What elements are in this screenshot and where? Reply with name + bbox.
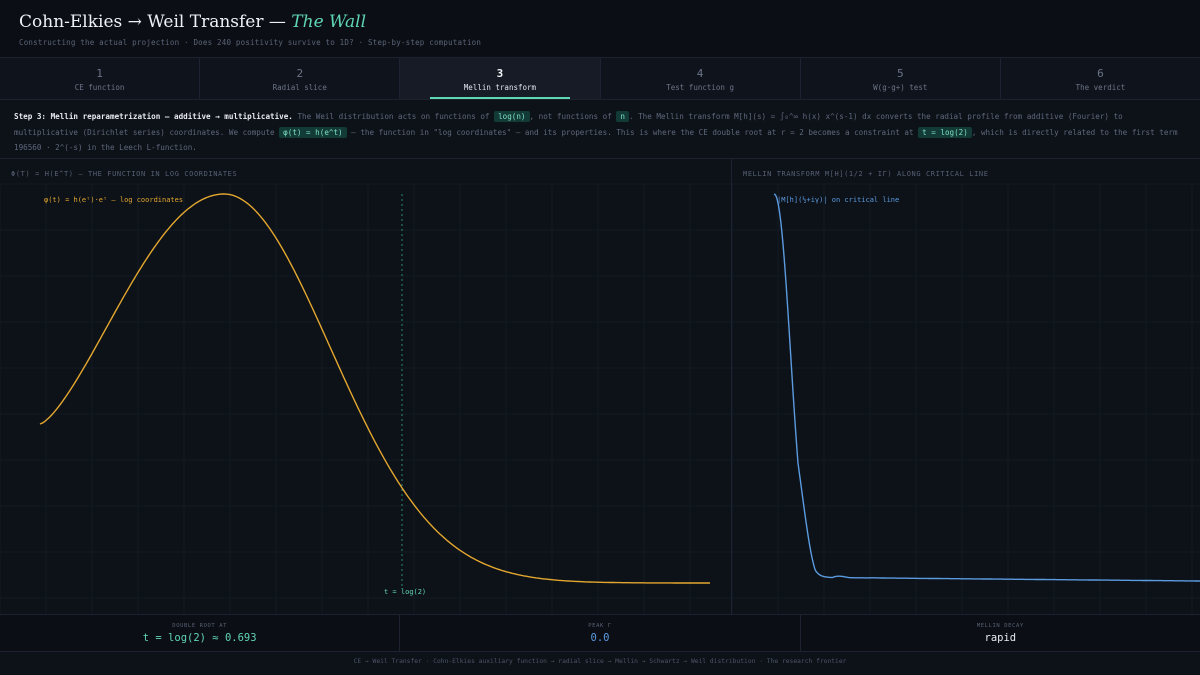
desc-text: . The Mellin transform M[h](s) = ∫₀^∞ h(… xyxy=(14,112,1123,137)
tab-label: CE function xyxy=(74,83,125,92)
title-accent: The Wall xyxy=(291,12,367,32)
stat-value: t = log(2) ≈ 0.693 xyxy=(142,632,257,644)
desc-text: , not functions of xyxy=(529,112,617,121)
step-lead: Step 3: Mellin reparametrization — addit… xyxy=(14,112,293,121)
tab-weil-test[interactable]: 5 W(g·g+) test xyxy=(801,58,1001,99)
stat-label: PEAK Γ xyxy=(588,623,612,629)
tab-label: W(g·g+) test xyxy=(873,83,928,92)
stat-peak-gamma: PEAK Γ 0.0 xyxy=(400,615,801,651)
tab-test-function[interactable]: 4 Test function g xyxy=(601,58,801,99)
tab-number: 2 xyxy=(296,67,304,80)
code-n: n xyxy=(616,111,629,122)
tab-number: 4 xyxy=(696,67,704,80)
code-t-log2: t = log(2) xyxy=(918,126,972,138)
desc-text: , which is directly related to the first… xyxy=(14,127,1178,153)
page-title: Cohn-Elkies → Weil Transfer — The Wall xyxy=(19,12,366,32)
desc-text: — the function in "log coordinates" — an… xyxy=(346,127,919,137)
stat-value: 0.0 xyxy=(590,632,610,644)
code-log-n: log(n) xyxy=(494,111,530,122)
right-panel-title: MELLIN TRANSFORM M[H](1/2 + IΓ) ALONG CR… xyxy=(743,170,989,178)
tab-radial-slice[interactable]: 2 Radial slice xyxy=(200,58,401,99)
tab-label: The verdict xyxy=(1075,83,1126,92)
stat-label: DOUBLE ROOT AT xyxy=(172,623,228,629)
tab-mellin-transform[interactable]: 3 Mellin transform xyxy=(400,58,601,99)
page-subtitle: Constructing the actual projection · Doe… xyxy=(19,38,482,47)
phi-curve xyxy=(39,193,710,584)
tab-number: 5 xyxy=(896,67,904,80)
left-panel-title: Φ(T) = H(E^T) — THE FUNCTION IN LOG COOR… xyxy=(11,170,238,178)
plot-grid xyxy=(0,183,731,614)
phi-legend: φ(t) = h(eᵗ)·eᵗ — log coordinates xyxy=(44,196,183,204)
tab-label: Radial slice xyxy=(272,83,327,92)
active-tab-indicator xyxy=(430,97,570,99)
panel-divider xyxy=(0,158,1200,159)
step-tabs: 1 CE function 2 Radial slice 3 Mellin trans… xyxy=(0,58,1200,100)
step-description: Step 3: Mellin reparametrization — addit… xyxy=(14,109,1182,156)
stat-value: rapid xyxy=(984,632,1017,644)
stat-mellin-decay: MELLIN DECAY rapid xyxy=(801,615,1200,651)
mellin-plot: |M[h](½+iγ)| on critical line xyxy=(732,183,1200,614)
marker-label: t = log(2) xyxy=(384,588,426,596)
title-main: Cohn-Elkies → Weil Transfer — xyxy=(19,12,286,32)
tab-label: Mellin transform xyxy=(463,83,537,92)
code-phi: φ(t) = h(e^t) xyxy=(279,126,347,138)
tab-number: 1 xyxy=(96,67,103,80)
tab-number: 6 xyxy=(1097,67,1104,80)
app-header: Cohn-Elkies → Weil Transfer — The Wall C… xyxy=(0,0,1200,58)
tab-ce-function[interactable]: 1 CE function xyxy=(0,58,201,99)
log-coordinates-plot: t = log(2) φ(t) = h(eᵗ)·eᵗ — log coordin… xyxy=(0,183,731,614)
log-coordinates-panel: t = log(2) φ(t) = h(eᵗ)·eᵗ — log coordin… xyxy=(0,159,732,614)
mellin-panel: |M[h](½+iγ)| on critical line MELLIN TRA… xyxy=(732,159,1200,614)
mellin-legend: |M[h](½+iγ)| on critical line xyxy=(777,196,899,204)
desc-text: The Weil distribution acts on functions … xyxy=(292,112,495,121)
tab-verdict[interactable]: 6 The verdict xyxy=(1001,58,1200,99)
plot-grid xyxy=(732,183,1200,614)
mellin-curve xyxy=(773,193,1200,582)
tab-number: 3 xyxy=(496,67,504,80)
footer-text: CE → Weil Transfer · Cohn-Elkies auxilia… xyxy=(353,658,847,665)
tab-label: Test function g xyxy=(666,83,734,92)
stat-label: MELLIN DECAY xyxy=(976,623,1024,629)
stats-bar: DOUBLE ROOT AT t = log(2) ≈ 0.693 PEAK Γ 0… xyxy=(0,614,1200,652)
stat-double-root: DOUBLE ROOT AT t = log(2) ≈ 0.693 xyxy=(0,615,401,651)
